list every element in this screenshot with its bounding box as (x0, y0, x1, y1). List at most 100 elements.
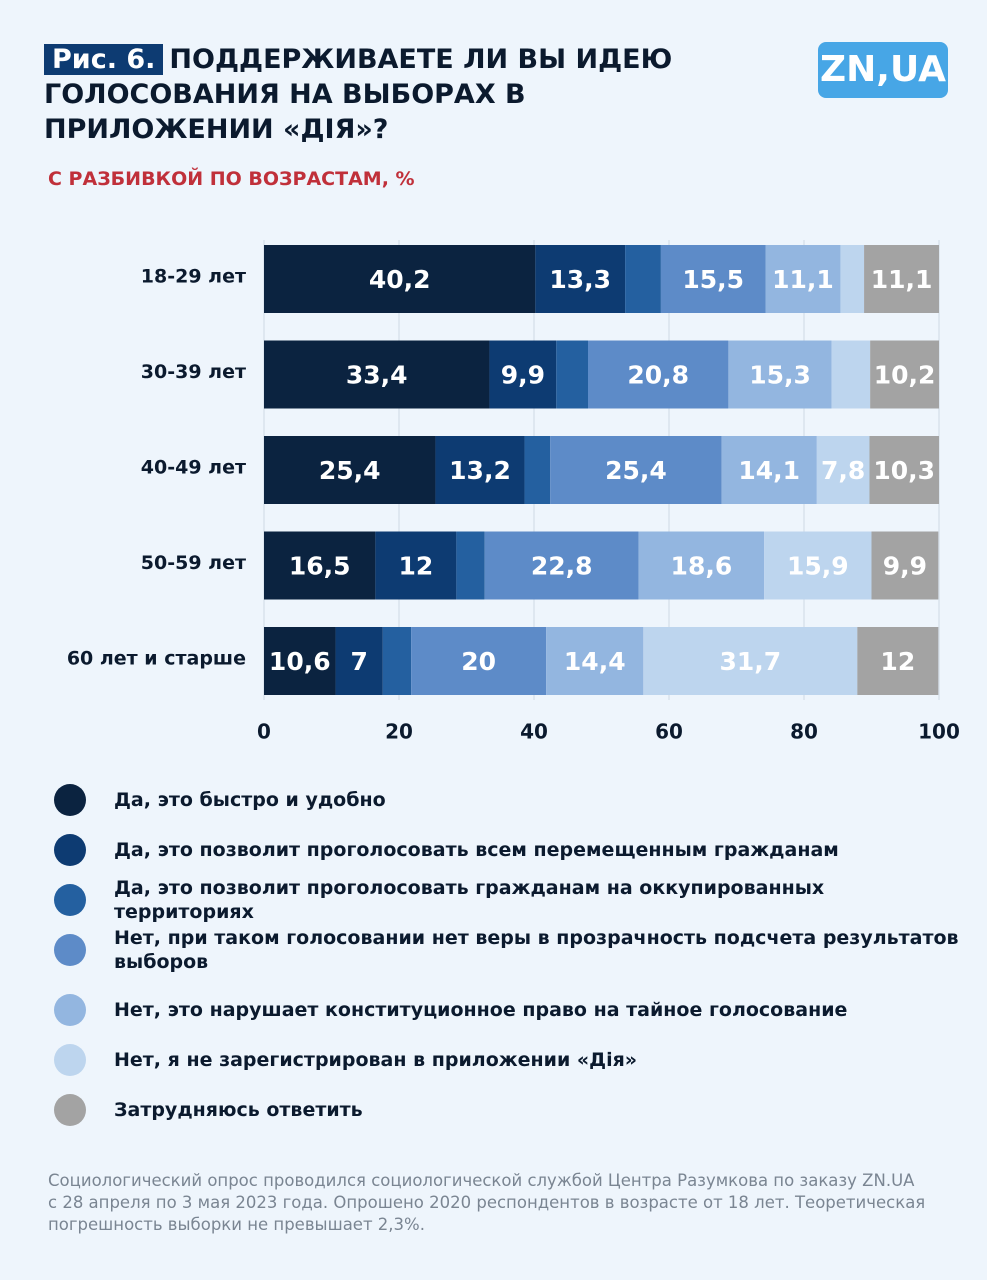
x-tick-label: 80 (790, 720, 818, 744)
x-tick-label: 0 (257, 720, 271, 744)
data-label: 13,3 (549, 265, 611, 294)
chart: 0 20 40 60 80 100 18-29 лет 40,2 13,3 15,5 11,1 11,… (67, 240, 960, 744)
legend-swatch (54, 834, 86, 866)
data-label: 9,9 (501, 361, 545, 390)
legend-swatch (54, 994, 86, 1026)
legend-swatch (54, 1044, 86, 1076)
footnote: Социологический опрос проводился социоло… (48, 1171, 926, 1234)
legend-label: Нет, я не зарегистрирован в приложении «… (114, 1049, 638, 1071)
data-label: 14,4 (564, 647, 626, 676)
bar-segment (764, 531, 872, 600)
legend-label: Затрудняюсь ответить (114, 1099, 363, 1121)
bar-segment (638, 531, 765, 600)
legend-item: Да, это позволит проголосовать всем пере… (50, 825, 970, 875)
bar-segment (857, 627, 939, 695)
data-label: 20 (461, 647, 496, 676)
legend-swatch (54, 1094, 86, 1126)
data-label: 15,5 (682, 265, 744, 294)
data-label: 11,1 (772, 265, 834, 294)
data-label: 11,1 (871, 265, 933, 294)
title-block: Рис. 6. ПОДДЕРЖИВАЕТЕ ЛИ ВЫ ИДЕЮ ГОЛОСОВА… (44, 42, 684, 147)
y-tick-label: 40-49 лет (141, 457, 246, 479)
bar-segment (264, 340, 490, 409)
y-tick-label: 60 лет и старше (67, 648, 246, 670)
y-tick-label: 18-29 лет (141, 266, 246, 288)
legend-label: Нет, это нарушает конституционное право … (114, 999, 848, 1021)
data-label: 7 (350, 647, 367, 676)
legend-label: Да, это позволит проголосовать гражданам… (114, 877, 825, 923)
y-tick-label: 50-59 лет (141, 552, 246, 574)
bar-segment (588, 340, 729, 409)
data-label: 20,8 (627, 361, 689, 390)
data-label: 12 (398, 552, 433, 581)
subtitle: С РАЗБИВКОЙ ПО ВОЗРАСТАМ, % (48, 168, 415, 190)
data-label: 14,1 (738, 456, 800, 485)
bar-segment (556, 340, 588, 409)
data-label: 40,2 (369, 265, 431, 294)
bar-segment (864, 245, 939, 313)
data-label: 16,5 (289, 552, 351, 581)
bar-segment (335, 627, 383, 695)
bar-segment (264, 245, 536, 313)
data-label: 13,2 (449, 456, 511, 485)
legend: Да, это быстро и удобно Да, это позволит … (50, 775, 970, 1135)
legend-label: Да, это позволит проголосовать всем пере… (114, 839, 839, 861)
bar-segment (643, 627, 858, 695)
bar-segment (660, 245, 766, 313)
data-label: 31,7 (719, 647, 781, 676)
bar-segment (765, 245, 841, 313)
x-tick-label: 100 (918, 720, 960, 744)
bar-segment (728, 340, 832, 409)
bar-segment (816, 436, 870, 504)
x-tick-label: 20 (385, 720, 413, 744)
data-label: 7,8 (821, 456, 865, 485)
bar-segment (535, 245, 626, 313)
bar-segment (721, 436, 817, 504)
legend-label: Нет, при таком голосовании нет веры в пр… (114, 927, 959, 973)
bar-segment (375, 531, 457, 600)
data-label: 33,4 (346, 361, 408, 390)
bar-segment (870, 340, 939, 409)
bar-segment (264, 627, 336, 695)
data-label: 15,9 (787, 552, 849, 581)
bar-segment (411, 627, 547, 695)
legend-item: Нет, при таком голосовании нет веры в пр… (50, 925, 970, 975)
bar-segment (831, 340, 871, 409)
data-label: 22,8 (531, 552, 593, 581)
bar-segment (489, 340, 557, 409)
x-tick-label: 40 (520, 720, 548, 744)
legend-item: Нет, я не зарегистрирован в приложении «… (50, 1035, 970, 1085)
bar-segment (871, 531, 939, 600)
x-tick-label: 60 (655, 720, 683, 744)
data-label: 10,2 (874, 361, 936, 390)
chart-title: ПОДДЕРЖИВАЕТЕ ЛИ ВЫ ИДЕЮ ГОЛОСОВАНИЯ НА … (44, 44, 673, 145)
data-label: 25,4 (319, 456, 381, 485)
legend-item: Затрудняюсь ответить (50, 1085, 970, 1135)
bar-segment (546, 627, 644, 695)
legend-swatch (54, 884, 86, 916)
logo: ZN,UA (818, 42, 948, 98)
bar-segment (840, 245, 865, 313)
data-label: 10,3 (873, 456, 935, 485)
bar-segment (264, 531, 376, 600)
bar-segment (382, 627, 412, 695)
bar-segment (550, 436, 722, 504)
bar-segment (435, 436, 525, 504)
bar-segment (869, 436, 939, 504)
data-label: 25,4 (605, 456, 667, 485)
data-label: 15,3 (749, 361, 811, 390)
data-label: 10,6 (269, 647, 331, 676)
legend-swatch (54, 934, 86, 966)
bar-segment (456, 531, 485, 600)
legend-item: Нет, это нарушает конституционное право … (50, 985, 970, 1035)
bar-segment (524, 436, 551, 504)
legend-label: Да, это быстро и удобно (114, 789, 386, 811)
legend-item: Да, это позволит проголосовать гражданам… (50, 875, 970, 925)
bar-segment (484, 531, 639, 600)
y-tick-label: 30-39 лет (141, 361, 246, 383)
legend-item: Да, это быстро и удобно (50, 775, 970, 825)
figure-label: Рис. 6. (44, 44, 164, 75)
legend-swatch (54, 784, 86, 816)
bar-segment (264, 436, 436, 504)
